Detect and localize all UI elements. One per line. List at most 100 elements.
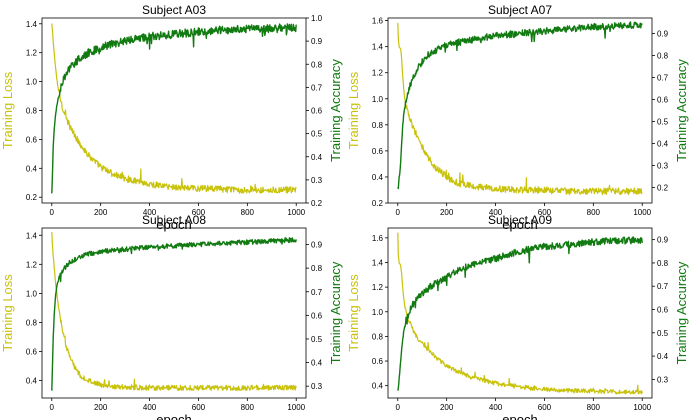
chart-title: Subject A07: [488, 3, 552, 17]
x-tick-label: 0: [50, 208, 55, 217]
chart-title: Subject A09: [488, 213, 552, 227]
y-left-tick-label: 0.4: [372, 173, 384, 182]
y-right-tick-label: 0.8: [311, 60, 323, 69]
y-left-tick-label: 1.0: [26, 78, 38, 87]
plot-frame: [387, 17, 653, 204]
subplot-1: 0 200 400 600 800 1000 0.2 0.4 0.6 0.8 1.0 1.2 1.4 0.…: [0, 3, 343, 232]
y-left-tick-label: 0.8: [26, 318, 38, 327]
x-tick-label: 600: [192, 403, 206, 412]
y-right-axis-label: Training Accuracy: [674, 261, 689, 364]
plot-frame: [387, 227, 653, 399]
subplot-3: 0 200 400 600 800 1000 0.4 0.6 0.8 1.0 1.2 1.4 0.3 0.…: [0, 213, 343, 420]
y-right-tick-label: 0.6: [657, 306, 669, 315]
x-tick-label: 1000: [287, 403, 305, 412]
y-right-tick-label: 0.4: [657, 140, 669, 149]
x-tick-label: 0: [396, 208, 401, 217]
chart-title: Subject A03: [142, 3, 206, 17]
x-tick-label: 400: [489, 403, 503, 412]
y-right-tick-label: 0.8: [657, 51, 669, 60]
x-tick-label: 1000: [287, 208, 305, 217]
chart-title: Subject A08: [142, 213, 206, 227]
y-right-tick-label: 0.5: [311, 130, 323, 139]
y-right-tick-label: 0.6: [311, 107, 323, 116]
y-left-tick-label: 1.6: [372, 17, 384, 26]
x-tick-label: 800: [241, 208, 255, 217]
x-tick-label: 0: [50, 403, 55, 412]
y-right-axis-label: Training Accuracy: [328, 261, 343, 364]
y-left-tick-label: 1.2: [372, 69, 384, 78]
y-right-tick-label: 0.9: [657, 29, 669, 38]
x-tick-label: 600: [192, 208, 206, 217]
x-tick-label: 200: [440, 208, 454, 217]
x-tick-label: 800: [587, 403, 601, 412]
y-right-tick-label: 1.0: [311, 14, 323, 23]
y-right-tick-label: 0.6: [311, 311, 323, 320]
y-left-tick-label: 1.4: [372, 43, 384, 52]
training-loss-line: [51, 232, 297, 391]
x-tick-label: 1000: [633, 403, 651, 412]
y-left-tick-label: 0.4: [372, 382, 384, 391]
y-left-tick-label: 0.2: [26, 193, 38, 202]
x-tick-label: 600: [538, 208, 552, 217]
plot-frame: [41, 17, 307, 204]
y-right-tick-label: 0.4: [657, 352, 669, 361]
y-left-tick-label: 1.0: [372, 95, 384, 104]
y-right-tick-label: 0.9: [657, 236, 669, 245]
y-right-tick-label: 0.9: [311, 37, 323, 46]
y-left-tick-label: 0.8: [372, 332, 384, 341]
y-left-axis-label: Training Loss: [0, 71, 15, 149]
y-right-tick-label: 0.8: [311, 264, 323, 273]
y-right-tick-label: 0.4: [311, 359, 323, 368]
x-tick-label: 1000: [633, 208, 651, 217]
x-tick-label: 200: [94, 208, 108, 217]
y-left-tick-label: 0.4: [26, 164, 38, 173]
y-right-tick-label: 0.2: [657, 184, 669, 193]
y-right-tick-label: 0.6: [657, 95, 669, 104]
y-right-tick-label: 0.7: [311, 288, 323, 297]
y-left-tick-label: 1.0: [26, 289, 38, 298]
y-right-tick-label: 0.5: [311, 335, 323, 344]
x-tick-label: 200: [440, 403, 454, 412]
y-left-tick-label: 0.8: [26, 107, 38, 116]
y-right-axis-label: Training Accuracy: [674, 59, 689, 162]
x-tick-label: 800: [241, 403, 255, 412]
x-axis-label: epoch: [502, 412, 537, 420]
y-right-tick-label: 0.7: [657, 282, 669, 291]
y-left-tick-label: 1.2: [26, 260, 38, 269]
y-left-tick-label: 0.6: [26, 348, 38, 357]
x-tick-label: 200: [94, 403, 108, 412]
y-left-tick-label: 1.4: [26, 20, 38, 29]
y-left-tick-label: 0.6: [372, 147, 384, 156]
y-left-axis-label: Training Loss: [346, 71, 361, 149]
training-loss-line: [51, 23, 297, 194]
y-right-tick-label: 0.3: [657, 375, 669, 384]
training-accuracy-line: [51, 237, 297, 391]
x-tick-label: 600: [538, 403, 552, 412]
y-right-tick-label: 0.3: [311, 382, 323, 391]
y-right-tick-label: 0.7: [311, 83, 323, 92]
y-left-axis-label: Training Loss: [0, 274, 15, 352]
y-right-tick-label: 0.5: [657, 329, 669, 338]
subplot-4: 0 200 400 600 800 1000 0.4 0.6 0.8 1.0 1.2 1.4 1.6 0.…: [346, 213, 689, 420]
training-accuracy-line: [51, 23, 297, 194]
y-right-tick-label: 0.2: [311, 199, 323, 208]
x-tick-label: 400: [489, 208, 503, 217]
y-left-tick-label: 1.4: [26, 231, 38, 240]
y-left-tick-label: 1.6: [372, 234, 384, 243]
y-left-tick-label: 0.6: [372, 357, 384, 366]
plot-frame: [41, 227, 307, 399]
y-left-tick-label: 0.2: [372, 199, 384, 208]
y-right-tick-label: 0.4: [311, 153, 323, 162]
x-axis-label: epoch: [156, 412, 191, 420]
y-left-tick-label: 1.0: [372, 308, 384, 317]
x-tick-label: 0: [396, 403, 401, 412]
y-right-tick-label: 0.9: [311, 241, 323, 250]
subplot-2: 0 200 400 600 800 1000 0.2 0.4 0.6 0.8 1.0 1.2 1.4 1.…: [346, 3, 689, 232]
y-right-tick-label: 0.7: [657, 73, 669, 82]
training-loss-line: [397, 232, 643, 395]
training-accuracy-line: [397, 236, 643, 391]
y-left-tick-label: 1.4: [372, 258, 384, 267]
y-left-tick-label: 1.2: [26, 49, 38, 58]
y-right-tick-label: 0.8: [657, 259, 669, 268]
